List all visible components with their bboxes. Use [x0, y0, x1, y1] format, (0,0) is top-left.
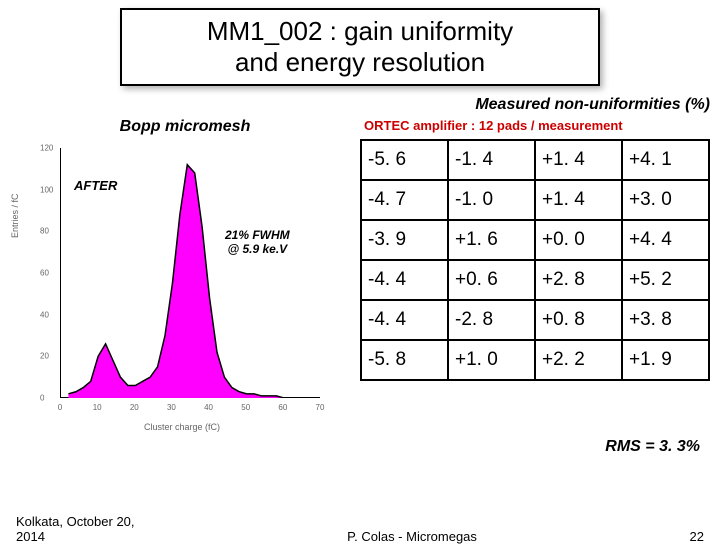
fwhm-line-2: @ 5.9 ke.V — [227, 242, 287, 256]
table-cell: +0. 0 — [535, 220, 622, 260]
y-tick: 120 — [40, 144, 53, 153]
y-tick: 100 — [40, 185, 53, 194]
footer-center: P. Colas - Micromegas — [347, 529, 477, 544]
title-line-1: MM1_002 : gain uniformity — [132, 16, 588, 47]
ortec-label: ORTEC amplifier : 12 pads / measurement — [360, 118, 710, 133]
table-cell: -1. 0 — [448, 180, 535, 220]
fwhm-line-1: 21% FWHM — [225, 228, 290, 242]
table-row: -5. 8+1. 0+2. 2+1. 9 — [361, 340, 709, 380]
table-row: -4. 4+0. 6+2. 8+5. 2 — [361, 260, 709, 300]
footer: Kolkata, October 20, 2014 P. Colas - Mic… — [0, 514, 720, 548]
table-row: -5. 6-1. 4+1. 4+4. 1 — [361, 140, 709, 180]
table-cell: -2. 8 — [448, 300, 535, 340]
y-tick: 0 — [40, 394, 44, 403]
rms-label: RMS = 3. 3% — [0, 438, 720, 456]
title-box: MM1_002 : gain uniformity and energy res… — [120, 8, 600, 86]
table-cell: -4. 4 — [361, 260, 448, 300]
right-panel: ORTEC amplifier : 12 pads / measurement … — [360, 118, 710, 428]
table-cell: +4. 1 — [622, 140, 709, 180]
table-cell: +1. 4 — [535, 180, 622, 220]
x-tick: 70 — [316, 403, 325, 412]
y-tick: 40 — [40, 310, 49, 319]
table-cell: +4. 4 — [622, 220, 709, 260]
table-cell: +2. 8 — [535, 260, 622, 300]
x-tick: 10 — [93, 403, 102, 412]
table-cell: +1. 9 — [622, 340, 709, 380]
x-tick: 30 — [167, 403, 176, 412]
table-row: -4. 7-1. 0+1. 4+3. 0 — [361, 180, 709, 220]
measured-label: Measured non-uniformities (%) — [0, 96, 720, 114]
after-label: AFTER — [74, 178, 117, 193]
table-cell: +2. 2 — [535, 340, 622, 380]
table-row: -4. 4-2. 8+0. 8+3. 8 — [361, 300, 709, 340]
table-cell: -5. 6 — [361, 140, 448, 180]
y-axis-label: Entries / fC — [10, 193, 20, 238]
uniformity-table: -5. 6-1. 4+1. 4+4. 1-4. 7-1. 0+1. 4+3. 0… — [360, 139, 710, 381]
x-tick: 60 — [278, 403, 287, 412]
table-cell: +1. 6 — [448, 220, 535, 260]
table-cell: -4. 4 — [361, 300, 448, 340]
title-line-2: and energy resolution — [132, 47, 588, 78]
table-cell: +1. 4 — [535, 140, 622, 180]
x-tick: 0 — [58, 403, 62, 412]
y-tick: 20 — [40, 352, 49, 361]
content-row: Bopp micromesh Entries / fC Cluster char… — [0, 118, 720, 428]
table-cell: +1. 0 — [448, 340, 535, 380]
bopp-label: Bopp micromesh — [10, 118, 360, 136]
table-cell: -1. 4 — [448, 140, 535, 180]
table-cell: -3. 9 — [361, 220, 448, 260]
footer-right: 22 — [690, 529, 704, 544]
y-tick: 60 — [40, 269, 49, 278]
table-cell: -4. 7 — [361, 180, 448, 220]
y-tick: 80 — [40, 227, 49, 236]
fwhm-label: 21% FWHM @ 5.9 ke.V — [225, 228, 290, 257]
table-cell: -5. 8 — [361, 340, 448, 380]
table-row: -3. 9+1. 6+0. 0+4. 4 — [361, 220, 709, 260]
table-cell: +0. 6 — [448, 260, 535, 300]
table-cell: +3. 8 — [622, 300, 709, 340]
histogram-chart: Entries / fC Cluster charge (fC) 0204060… — [14, 138, 334, 428]
x-tick: 20 — [130, 403, 139, 412]
table-cell: +0. 8 — [535, 300, 622, 340]
x-tick: 50 — [241, 403, 250, 412]
x-axis-label: Cluster charge (fC) — [144, 422, 220, 432]
table-cell: +5. 2 — [622, 260, 709, 300]
x-tick: 40 — [204, 403, 213, 412]
table-cell: +3. 0 — [622, 180, 709, 220]
left-panel: Bopp micromesh Entries / fC Cluster char… — [10, 118, 360, 428]
